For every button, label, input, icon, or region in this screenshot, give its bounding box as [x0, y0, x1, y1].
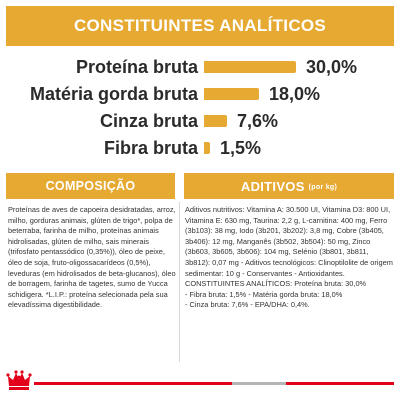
crown-icon [6, 368, 32, 392]
additives-title: ADITIVOS [240, 178, 305, 194]
analytical-summary-line: - Fibra bruta: 1,5% - Matéria gorda brut… [185, 289, 343, 299]
composition-text: Proteínas de aves de capoeira desidratad… [8, 205, 176, 310]
analysis-label: Fibra bruta [103, 138, 198, 158]
analysis-value: 18,0% [269, 84, 321, 104]
additives-header: ADITIVOS (por kg) [184, 173, 394, 199]
analysis-bar [204, 61, 296, 73]
brand-stripe [34, 382, 394, 385]
analysis-label: Matéria gorda bruta [29, 84, 198, 104]
analysis-label: Proteína bruta [75, 57, 198, 77]
additives-unit: (por kg) [308, 184, 338, 191]
analytical-summary-line: - Cinza bruta: 7,6% - EPA/DHA: 0,4%. [185, 300, 310, 310]
analysis-row-fat: Matéria gorda bruta 18,0% [6, 81, 394, 107]
composition-title: COMPOSIÇÃO [45, 179, 136, 193]
additives-block: Aditivos nutritivos: Vitamina A: 30.500 … [185, 205, 395, 311]
analysis-bar [204, 88, 259, 100]
analytical-constituents-header: CONSTITUINTES ANALÍTICOS [6, 6, 394, 46]
analysis-value: 7,6% [237, 111, 279, 131]
analysis-label: Cinza bruta [99, 111, 198, 131]
analysis-bars: Proteína bruta 30,0% Matéria gorda bruta… [6, 52, 394, 162]
analysis-bar [204, 142, 210, 154]
analysis-bar [204, 115, 227, 127]
composition-header: COMPOSIÇÃO [6, 173, 175, 199]
column-divider [179, 202, 180, 362]
additives-text: Aditivos nutritivos: Vitamina A: 30.500 … [185, 205, 393, 278]
analysis-value: 30,0% [306, 57, 358, 77]
analysis-value: 1,5% [220, 138, 262, 158]
analytical-constituents-title: CONSTITUINTES ANALÍTICOS [73, 16, 327, 35]
analysis-row-protein: Proteína bruta 30,0% [6, 54, 394, 80]
analysis-row-fibre: Fibra bruta 1,5% [6, 135, 394, 161]
analysis-row-ash: Cinza bruta 7,6% [6, 108, 394, 134]
analytical-summary-line: CONSTITUINTES ANALÍTICOS: Proteína bruta… [185, 279, 367, 289]
